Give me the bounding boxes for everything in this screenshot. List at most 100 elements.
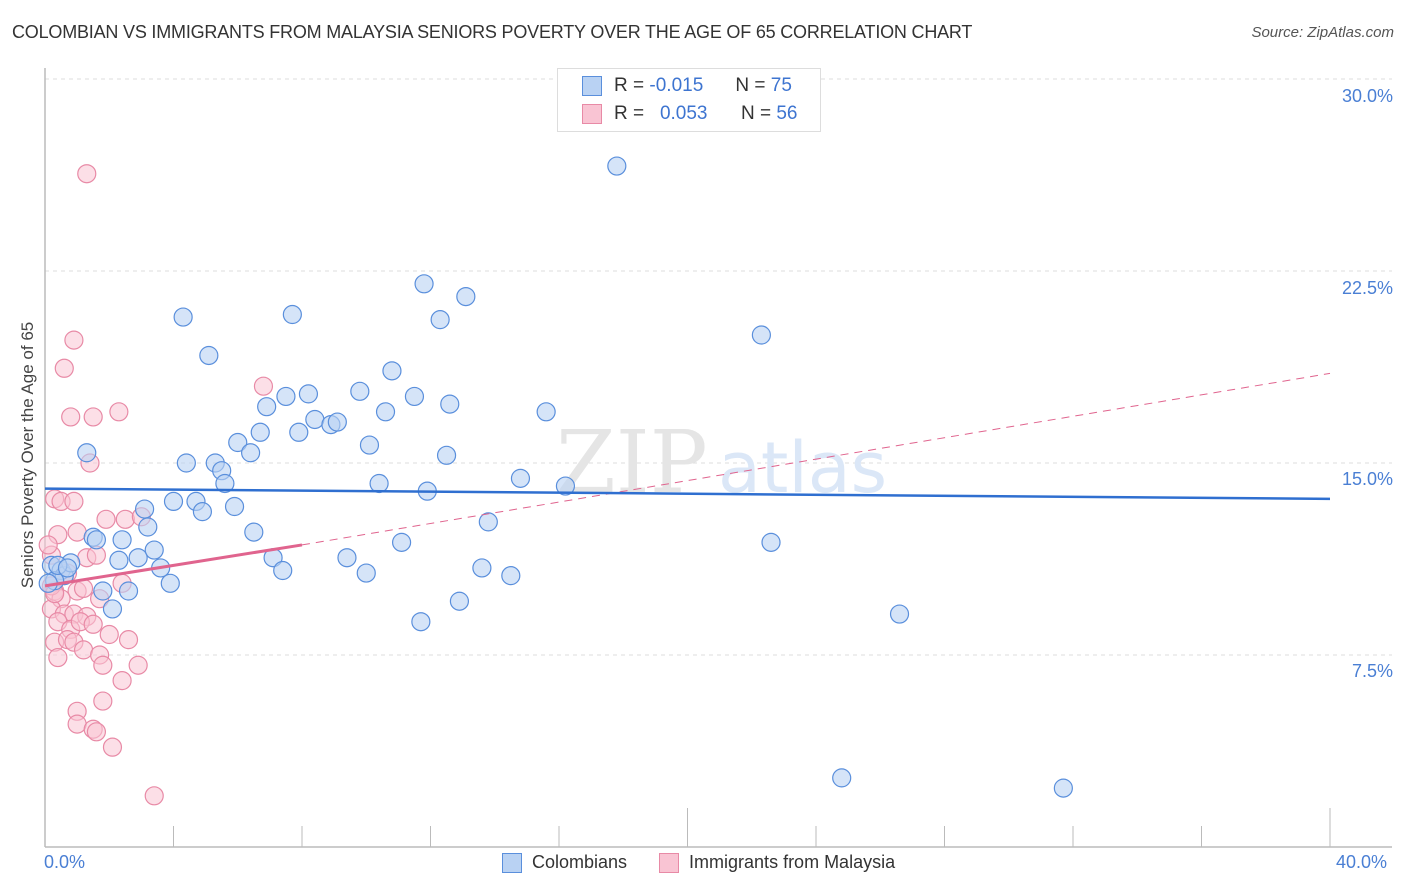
data-point-colombian — [250, 422, 270, 442]
data-point-colombian — [414, 274, 434, 294]
data-point-malaysia — [83, 407, 103, 427]
data-point-colombian — [436, 445, 457, 465]
data-point-malaysia — [54, 358, 74, 378]
data-point-colombian — [118, 581, 139, 601]
trend-line-malaysia — [44, 543, 303, 588]
data-point-malaysia — [128, 655, 148, 675]
data-point-colombian — [449, 591, 470, 611]
data-point-colombian — [1053, 778, 1073, 798]
data-point-colombian — [173, 307, 193, 327]
data-point-colombian — [305, 409, 325, 430]
x-tick-40: 40.0% — [1336, 852, 1388, 872]
data-point-colombian — [257, 397, 277, 417]
r-label: R = — [614, 103, 645, 124]
data-point-colombian — [241, 443, 261, 463]
data-point-malaysia — [48, 647, 68, 668]
data-point-colombian — [86, 530, 107, 550]
data-point-colombian — [510, 468, 531, 488]
data-point-colombian — [350, 381, 370, 401]
data-point-malaysia — [61, 407, 81, 427]
n-value: 56 — [776, 103, 798, 124]
data-point-colombian — [478, 512, 498, 532]
data-point-malaysia — [99, 624, 119, 645]
data-point-colombian — [244, 522, 264, 542]
data-point-malaysia — [93, 655, 113, 675]
data-point-malaysia — [73, 640, 94, 660]
chart-title: COLOMBIAN VS IMMIGRANTS FROM MALAYSIA SE… — [12, 22, 973, 42]
correlation-legend: R = -0.015 N = 75 R = 0.053 N = 56 — [557, 68, 821, 132]
legend-label-malaysia: Immigrants from Malaysia — [689, 852, 896, 872]
n-label: N = — [740, 103, 772, 124]
watermark-zip: ZIP — [556, 413, 708, 513]
data-point-malaysia — [77, 164, 97, 184]
y-tick-22-5: 22.5% — [1341, 278, 1393, 298]
data-point-colombian — [356, 563, 376, 583]
n-value: 75 — [770, 75, 792, 96]
data-point-colombian — [327, 412, 347, 432]
data-point-malaysia — [144, 786, 164, 806]
data-point-colombian — [160, 573, 180, 593]
data-point-colombian — [57, 558, 78, 578]
data-point-colombian — [128, 548, 148, 568]
data-point-colombian — [276, 386, 296, 407]
data-point-colombian — [93, 581, 113, 601]
data-point-malaysia — [115, 509, 135, 529]
blue-swatch-icon — [582, 76, 602, 96]
data-point-malaysia — [102, 737, 123, 757]
data-point-colombian — [751, 325, 771, 345]
data-point-colombian — [555, 476, 576, 496]
data-point-colombian — [273, 560, 293, 581]
data-point-malaysia — [253, 376, 274, 396]
legend-item-malaysia[interactable]: Immigrants from Malaysia — [659, 852, 895, 873]
data-point-colombian — [215, 473, 235, 494]
data-point-colombian — [144, 540, 164, 560]
y-tick-7-5: 7.5% — [1351, 661, 1393, 681]
data-point-colombian — [112, 530, 132, 550]
n-label: N = — [735, 75, 766, 96]
data-point-colombian — [411, 612, 431, 632]
data-point-colombian — [138, 517, 158, 537]
data-point-colombian — [298, 384, 319, 404]
data-point-malaysia — [38, 535, 58, 555]
blue-swatch-icon — [502, 852, 522, 873]
data-point-colombian — [369, 473, 389, 494]
data-point-colombian — [359, 435, 380, 455]
data-point-colombian — [430, 310, 450, 330]
data-point-colombian — [382, 361, 402, 381]
data-point-malaysia — [112, 670, 132, 691]
pink-swatch-icon — [582, 104, 602, 124]
trend-line-malaysia-projected — [301, 372, 1331, 546]
legend-item-colombians[interactable]: Colombians — [502, 852, 627, 873]
data-point-malaysia — [64, 330, 84, 350]
data-point-malaysia — [86, 722, 107, 742]
data-point-colombian — [761, 532, 781, 552]
data-point-colombian — [176, 453, 196, 473]
trend-line-colombians — [44, 487, 1331, 501]
data-point-colombian — [77, 443, 97, 463]
data-point-colombian — [337, 548, 357, 568]
data-point-colombian — [102, 599, 123, 619]
data-point-colombian — [163, 491, 184, 511]
data-point-malaysia — [93, 691, 113, 711]
data-point-colombian — [224, 496, 245, 517]
data-point-malaysia — [96, 509, 116, 529]
legend-label-colombians: Colombians — [532, 852, 628, 872]
data-point-colombian — [282, 304, 302, 325]
data-point-colombian — [832, 768, 852, 788]
data-point-colombian — [536, 402, 556, 422]
data-point-colombian — [134, 499, 155, 519]
data-point-malaysia — [64, 491, 84, 511]
data-point-colombian — [404, 386, 425, 407]
data-point-colombian — [440, 394, 460, 414]
data-point-malaysia — [67, 714, 87, 734]
legend-row-malaysia: R = 0.053 N = 56 — [582, 102, 797, 126]
legend-row-colombians: R = -0.015 N = 75 — [582, 74, 792, 98]
data-point-malaysia — [67, 522, 87, 542]
r-value: 0.053 — [659, 103, 708, 124]
r-label: R = — [614, 75, 645, 96]
data-point-colombian — [501, 566, 521, 586]
source-label: Source: ZipAtlas.com — [1251, 24, 1394, 41]
y-tick-30: 30.0% — [1341, 86, 1393, 106]
r-value: -0.015 — [649, 75, 704, 96]
